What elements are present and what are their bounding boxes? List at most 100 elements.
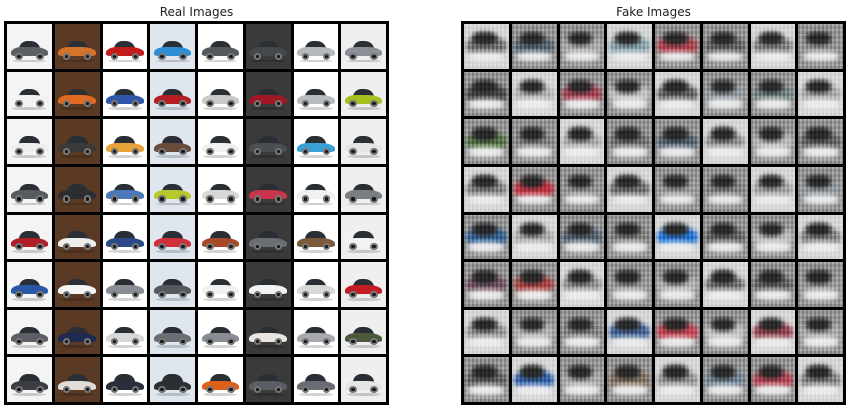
generated-car-image <box>702 309 748 355</box>
generated-car-image <box>511 214 557 260</box>
generated-car-image <box>559 119 605 164</box>
real-car-image <box>102 214 148 260</box>
generated-car-image <box>559 71 605 117</box>
generated-car-image <box>702 166 748 212</box>
real-car-image <box>54 71 100 117</box>
real-car-image <box>198 309 243 355</box>
generated-car-image <box>702 357 748 402</box>
generated-car-image <box>607 309 652 355</box>
real-car-image <box>150 166 195 212</box>
generated-car-image <box>559 24 605 69</box>
generated-car-image <box>798 166 843 212</box>
real-car-image <box>341 24 386 69</box>
real-car-image <box>245 262 291 307</box>
generated-car-image <box>511 24 557 69</box>
real-car-image <box>293 71 339 117</box>
generated-car-image <box>655 24 700 69</box>
generated-car-image <box>559 214 605 260</box>
real-car-image <box>150 71 195 117</box>
real-car-image <box>54 119 100 164</box>
generated-car-image <box>798 71 843 117</box>
real-car-image <box>245 166 291 212</box>
real-car-image <box>198 262 243 307</box>
generated-car-image <box>464 309 509 355</box>
real-car-image <box>341 309 386 355</box>
real-car-image <box>341 71 386 117</box>
real-car-image <box>293 214 339 260</box>
real-car-image <box>102 119 148 164</box>
real-car-image <box>198 214 243 260</box>
real-images-grid <box>4 21 389 405</box>
generated-car-image <box>750 71 796 117</box>
real-car-image <box>341 357 386 402</box>
real-car-image <box>7 71 52 117</box>
generated-car-image <box>464 262 509 307</box>
fake-images-title: Fake Images <box>616 5 691 19</box>
generated-car-image <box>607 214 652 260</box>
real-car-image <box>150 119 195 164</box>
generated-car-image <box>655 166 700 212</box>
generated-car-image <box>798 309 843 355</box>
real-car-image <box>198 24 243 69</box>
real-car-image <box>293 262 339 307</box>
real-car-image <box>198 119 243 164</box>
real-images-title: Real Images <box>159 5 234 19</box>
generated-car-image <box>464 71 509 117</box>
generated-car-image <box>798 119 843 164</box>
generated-car-image <box>511 262 557 307</box>
real-car-image <box>198 357 243 402</box>
generated-car-image <box>750 309 796 355</box>
generated-car-image <box>750 119 796 164</box>
generated-car-image <box>559 309 605 355</box>
generated-car-image <box>464 24 509 69</box>
real-car-image <box>54 309 100 355</box>
real-car-image <box>7 357 52 402</box>
real-car-image <box>54 166 100 212</box>
generated-car-image <box>655 309 700 355</box>
real-car-image <box>293 166 339 212</box>
real-car-image <box>293 24 339 69</box>
real-car-image <box>54 24 100 69</box>
generated-car-image <box>511 166 557 212</box>
generated-car-image <box>559 166 605 212</box>
real-car-image <box>245 357 291 402</box>
generated-car-image <box>750 357 796 402</box>
real-car-image <box>293 309 339 355</box>
generated-car-image <box>702 119 748 164</box>
real-car-image <box>102 262 148 307</box>
generated-car-image <box>798 24 843 69</box>
real-car-image <box>150 24 195 69</box>
real-car-image <box>150 262 195 307</box>
generated-car-image <box>702 262 748 307</box>
generated-car-image <box>702 214 748 260</box>
real-car-image <box>245 119 291 164</box>
generated-car-image <box>464 214 509 260</box>
real-images-panel: Real Images <box>4 0 389 410</box>
generated-car-image <box>702 71 748 117</box>
generated-car-image <box>511 309 557 355</box>
real-car-image <box>54 214 100 260</box>
generated-car-image <box>798 357 843 402</box>
fake-images-grid <box>461 21 846 405</box>
generated-car-image <box>655 214 700 260</box>
generated-car-image <box>511 357 557 402</box>
real-car-image <box>54 262 100 307</box>
real-car-image <box>245 214 291 260</box>
generated-car-image <box>559 262 605 307</box>
real-car-image <box>102 166 148 212</box>
generated-car-image <box>607 357 652 402</box>
generated-car-image <box>655 262 700 307</box>
generated-car-image <box>464 166 509 212</box>
generated-car-image <box>798 262 843 307</box>
real-car-image <box>245 71 291 117</box>
real-car-image <box>7 214 52 260</box>
fake-images-panel: Fake Images <box>461 0 846 410</box>
real-car-image <box>7 309 52 355</box>
real-car-image <box>198 71 243 117</box>
generated-car-image <box>607 24 652 69</box>
generated-car-image <box>655 119 700 164</box>
real-car-image <box>7 166 52 212</box>
real-car-image <box>102 24 148 69</box>
real-car-image <box>54 357 100 402</box>
generated-car-image <box>655 71 700 117</box>
